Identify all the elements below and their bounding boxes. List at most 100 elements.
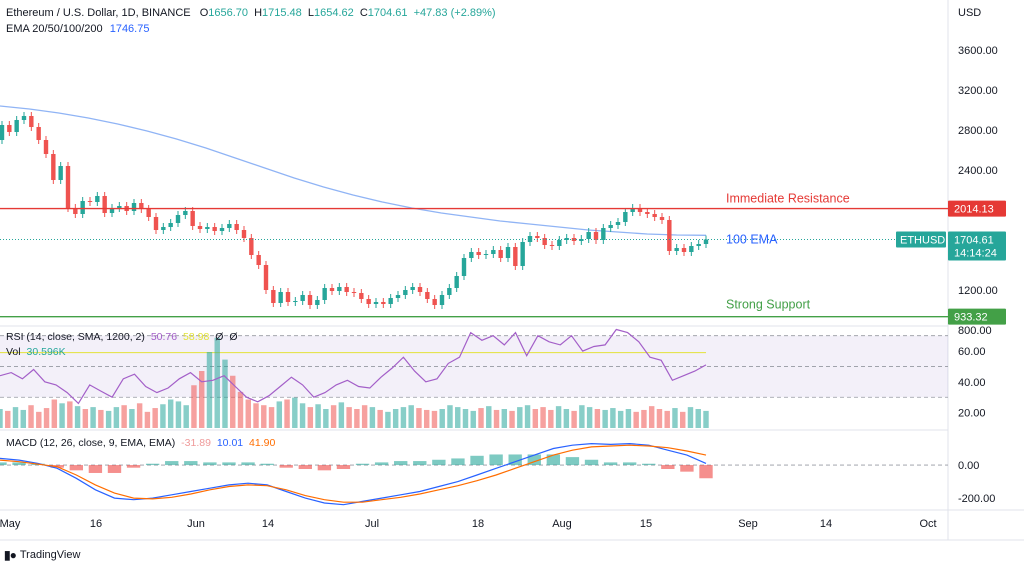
volume-bar — [664, 410, 670, 428]
macd-histogram-bar — [355, 463, 370, 466]
candle-body — [256, 255, 261, 265]
candle-body — [183, 211, 188, 215]
support-badge-text: 933.32 — [954, 312, 988, 324]
candle-body — [542, 238, 547, 245]
candle-body — [586, 232, 591, 239]
candle-body — [219, 228, 225, 231]
grid-layer — [0, 0, 1024, 541]
ema-legend[interactable]: EMA 20/50/100/200 1746.75 — [6, 22, 149, 36]
price-tick: 3600.00 — [958, 45, 998, 57]
tradingview-icon: ▮● — [4, 548, 17, 562]
volume-bar — [284, 399, 290, 428]
volume-bar — [672, 408, 678, 428]
macd-histogram-bar — [336, 465, 351, 470]
candle-body — [366, 299, 371, 304]
level-lines — [0, 207, 948, 318]
ema-legend-value: 1746.75 — [109, 23, 150, 35]
candle-body — [557, 240, 562, 246]
macd-histogram-bar — [107, 465, 122, 473]
rsi-band-upper-value: Ø — [215, 331, 224, 343]
macd-histogram-bar — [642, 463, 656, 466]
price-tick: 1200.00 — [958, 285, 998, 297]
candle-body — [307, 295, 313, 305]
macd-histogram-bar — [374, 462, 389, 466]
candle-body — [476, 252, 481, 255]
candle-body — [300, 295, 305, 301]
brand-name: TradingView — [19, 549, 81, 561]
volume-bar — [222, 359, 228, 428]
candle-body — [681, 248, 687, 252]
candle-body — [432, 299, 437, 305]
volume-bar — [540, 407, 546, 428]
rsi-legend-label: RSI (14, close, SMA, 1200, 2) — [6, 331, 145, 343]
volume-bar — [206, 352, 213, 428]
volume-bar — [447, 405, 453, 428]
volume-bar — [292, 397, 298, 428]
macd-line-value: 10.01 — [216, 437, 244, 449]
volume-bar — [113, 407, 120, 428]
volume-bar — [633, 411, 639, 428]
candle-body — [161, 227, 166, 230]
candle-body — [447, 288, 452, 295]
volume-bar — [299, 403, 306, 428]
axes: USD 3600.00 3200.00 2800.00 2400.00 1200.00 80… — [0, 7, 998, 530]
candle-body — [498, 250, 503, 258]
volume-bar — [579, 405, 585, 428]
macd-histogram-bar — [88, 465, 103, 473]
volume-bar — [43, 408, 50, 428]
volume-bar — [361, 405, 368, 428]
macd-line — [0, 442, 707, 506]
price-badge-text: 14:14:24 — [954, 248, 997, 260]
macd-histogram-bar — [680, 465, 694, 472]
price-tick: 800.00 — [958, 325, 992, 337]
candle-body — [322, 288, 327, 300]
rsi-legend[interactable]: RSI (14, close, SMA, 1200, 2) 50.76 58.9… — [6, 331, 241, 344]
volume-bar — [28, 405, 34, 428]
macd-histogram-bar — [0, 462, 7, 466]
volume-legend[interactable]: Vol 30.596K — [6, 346, 69, 359]
volume-bar — [455, 407, 461, 428]
volume-bar — [36, 411, 42, 428]
macd-histogram-bar — [394, 461, 408, 466]
open-label: O — [199, 7, 209, 19]
macd-histogram-bar — [260, 463, 274, 466]
rsi-band-lower-value: Ø — [229, 331, 238, 343]
tradingview-logo[interactable]: ▮● TradingView — [4, 548, 80, 562]
support-annotation: Strong Support — [726, 298, 811, 312]
volume-bar — [416, 408, 422, 428]
candle-body — [175, 215, 181, 223]
close-value: 1704.61 — [367, 7, 408, 19]
candle-body — [403, 290, 408, 295]
rsi-line — [0, 328, 707, 405]
time-tick: 18 — [472, 518, 484, 530]
volume-bar — [323, 409, 329, 428]
low-label: L — [307, 7, 314, 19]
candle-body — [454, 276, 459, 288]
volume-bar — [214, 337, 220, 428]
time-tick: Sep — [738, 518, 758, 530]
candle-body — [139, 203, 144, 209]
volume-bar — [648, 406, 655, 428]
volume-bar — [354, 409, 360, 428]
candle-body — [571, 238, 577, 241]
volume-bar — [501, 409, 508, 428]
high-value: 1715.48 — [262, 7, 302, 19]
volume-bar — [67, 401, 73, 428]
volume-bar — [245, 399, 251, 428]
volume-bar — [51, 399, 58, 428]
candle-body — [263, 265, 269, 290]
candle-body — [601, 228, 606, 240]
candle-body — [630, 208, 635, 212]
macd-legend[interactable]: MACD (12, 26, close, 9, EMA, EMA) -31.89… — [6, 437, 278, 450]
currency-label: USD — [958, 7, 981, 19]
candle-body — [36, 127, 41, 140]
candle-body — [43, 140, 49, 154]
candle-body — [520, 242, 525, 266]
candle-body — [513, 247, 518, 266]
volume-bar — [129, 409, 135, 428]
symbol-name[interactable]: Ethereum / U.S. Dollar, 1D, BINANCE — [6, 7, 191, 19]
volume-bar — [594, 409, 601, 428]
